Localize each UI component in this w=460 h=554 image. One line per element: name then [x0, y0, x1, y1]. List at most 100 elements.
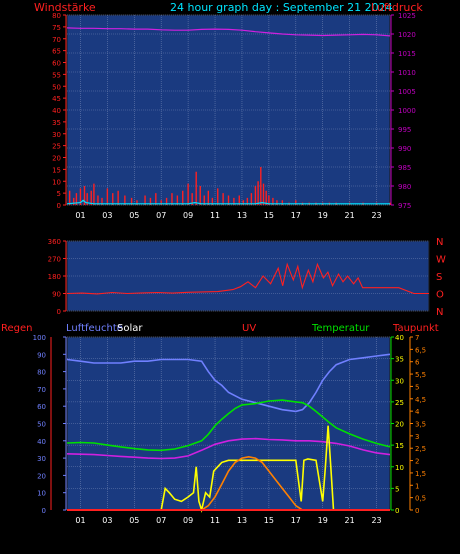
- uv-tick-label: 4: [415, 408, 420, 416]
- legend-luftfeuchte: Luftfeuchte: [66, 323, 123, 334]
- compass-label: S: [436, 272, 442, 283]
- y-tick-label: 15: [52, 166, 61, 174]
- x-tick-label: 17: [291, 516, 301, 525]
- y-tick-label: 50: [52, 83, 61, 91]
- compass-label: W: [436, 255, 446, 266]
- y-tick-label: 90: [52, 291, 61, 299]
- y-tick-label: 80: [37, 369, 46, 377]
- y-tick-label: 25: [52, 143, 61, 151]
- temperature-axis-ticks: 0 5 10 15 20 25 30 35 40: [391, 334, 404, 515]
- wind-direction-series: [66, 262, 429, 295]
- y-tick-label: 65: [52, 48, 61, 56]
- x-tick-label: 07: [156, 516, 166, 525]
- x-tick-label: 19: [318, 211, 328, 220]
- uv-axis-ticks: 0 0,5 1 1,5 2 2,5 3 3,5 4 4,5 5 5,5 6 6,5 7: [410, 334, 426, 515]
- x-tick-label: 21: [345, 516, 355, 525]
- legend-regen: Regen: [1, 323, 33, 334]
- y2-tick-label: 15: [395, 442, 404, 450]
- temperatur-line: [66, 399, 391, 452]
- uv-tick-label: 5,5: [415, 371, 426, 379]
- uv-tick-label: 1: [415, 482, 419, 490]
- y2-tick-label: 990: [398, 145, 411, 153]
- legend-temperatur: Temperatur: [311, 323, 370, 334]
- y-tick-label: 35: [52, 119, 61, 127]
- header-title: 24 hour graph day : September 21 2024: [170, 1, 393, 14]
- y2-tick-label: 0: [395, 507, 399, 515]
- y-tick-label: 60: [37, 403, 46, 411]
- pressure-axis-ticks: 975 980 985 990 995 1000 1005 1010 1015 1020 1025: [391, 12, 416, 210]
- y-tick-label: 75: [52, 24, 61, 32]
- y-tick-label: 10: [52, 178, 61, 186]
- uv-tick-label: 5: [415, 383, 419, 391]
- x-tick-label: 21: [345, 211, 355, 220]
- y2-tick-label: 20: [395, 421, 404, 429]
- x-tick-label: 05: [129, 211, 139, 220]
- wind-direction-grid: [67, 240, 429, 312]
- compass-label: O: [436, 290, 444, 301]
- y-tick-label: 90: [37, 351, 46, 359]
- legend-uv: UV: [242, 323, 256, 334]
- y-tick-label: 60: [52, 60, 61, 68]
- y-tick-label: 80: [52, 12, 61, 20]
- wind-direction-line: [66, 262, 429, 295]
- x-tick-label: 13: [237, 211, 247, 220]
- y-tick-label: 10: [37, 490, 46, 498]
- x-tick-label: 23: [371, 211, 381, 220]
- direction-axis-ticks: 0 90 180 270 360: [48, 238, 66, 316]
- uv-tick-label: 2,5: [415, 445, 426, 453]
- y-tick-label: 20: [37, 472, 46, 480]
- y-tick-label: 30: [52, 131, 61, 139]
- x-tick-label: 17: [291, 211, 301, 220]
- y-tick-label: 50: [37, 421, 46, 429]
- climate-series: [66, 353, 391, 514]
- y2-tick-label: 985: [398, 164, 411, 172]
- x-tick-label: 01: [75, 516, 85, 525]
- y2-tick-label: 995: [398, 126, 411, 134]
- climate-grid: [67, 336, 390, 511]
- legend-solar: Solar: [117, 323, 143, 334]
- wind-pressure-grid: [67, 14, 390, 206]
- wind-pressure-x-ticks: 01 03 05 07 09 11 13 15 17 19 21 23: [75, 211, 381, 220]
- y2-tick-label: 1025: [398, 12, 416, 20]
- compass-label: N: [436, 237, 443, 248]
- y-tick-label: 0: [57, 308, 61, 316]
- y2-tick-label: 1005: [398, 88, 416, 96]
- x-tick-label: 07: [156, 211, 166, 220]
- taupunkt-line: [66, 437, 391, 460]
- x-tick-label: 23: [371, 516, 381, 525]
- wind-axis-ticks: 0 5 10 15 20 25 30 35 40 45 50 55 60 65 70 75 80: [52, 12, 66, 210]
- x-tick-label: 09: [183, 516, 193, 525]
- uv-tick-label: 6,5: [415, 346, 426, 354]
- x-tick-label: 13: [237, 516, 247, 525]
- uv-tick-label: 0: [415, 507, 419, 515]
- y-tick-label: 55: [52, 71, 61, 79]
- y2-tick-label: 30: [395, 377, 404, 385]
- y-tick-label: 70: [37, 386, 46, 394]
- x-tick-label: 01: [75, 211, 85, 220]
- x-tick-label: 19: [318, 516, 328, 525]
- header-left-label: Windstärke: [34, 1, 96, 14]
- y2-tick-label: 1020: [398, 31, 416, 39]
- y2-tick-label: 1000: [398, 107, 416, 115]
- y-tick-label: 70: [52, 36, 61, 44]
- x-tick-label: 09: [183, 211, 193, 220]
- x-tick-label: 05: [129, 516, 139, 525]
- humidity-axis-ticks: 0 10 20 30 40 50 60 70 80 90 100: [33, 334, 66, 515]
- uv-tick-label: 3: [415, 433, 419, 441]
- y-tick-label: 0: [57, 202, 61, 210]
- y2-tick-label: 10: [395, 464, 404, 472]
- wind-pressure-series: [66, 27, 391, 205]
- y2-tick-label: 1010: [398, 69, 416, 77]
- uv-tick-label: 3,5: [415, 421, 426, 429]
- x-tick-label: 03: [102, 516, 112, 525]
- y-tick-label: 0: [42, 507, 46, 515]
- uv-tick-label: 1,5: [415, 470, 426, 478]
- uv-tick-label: 4,5: [415, 396, 426, 404]
- y-tick-label: 180: [48, 273, 61, 281]
